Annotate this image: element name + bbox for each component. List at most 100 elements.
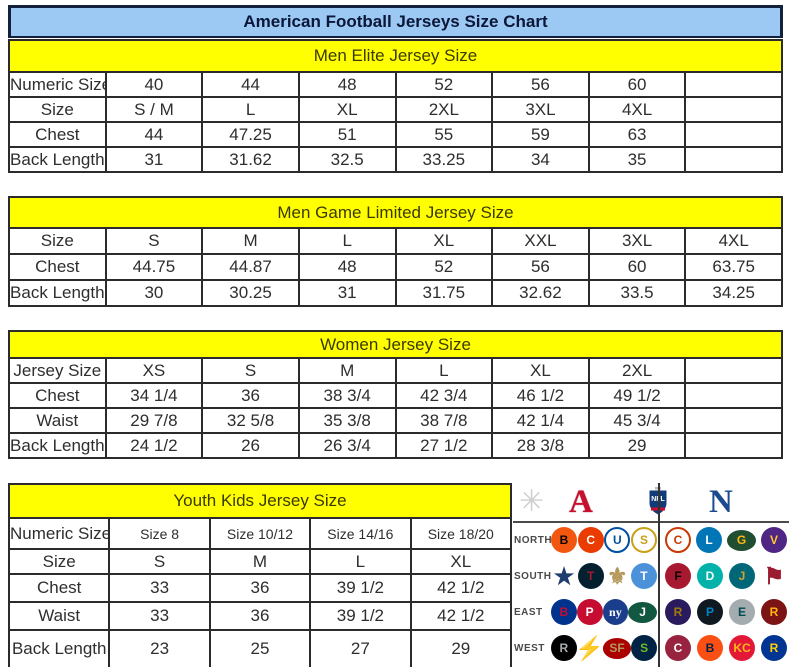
- size-cell: 49 1/2: [587, 382, 687, 409]
- size-cell: 60: [587, 253, 687, 281]
- raiders-logo-icon: R: [551, 635, 577, 661]
- saints-logo-icon: ⚜: [607, 563, 628, 589]
- size-cell: 42 1/4: [491, 407, 590, 434]
- vikings-logo-icon: V: [761, 527, 787, 553]
- row-label: Back Length: [8, 279, 107, 307]
- size-cell: 40: [104, 71, 204, 98]
- texans-logo-icon: T: [577, 563, 604, 589]
- size-cell: [684, 96, 783, 123]
- size-cell: 56: [491, 253, 590, 281]
- table-section-title: Men Game Limited Jersey Size: [8, 196, 783, 229]
- size-cell: M: [201, 227, 300, 255]
- row-label: Waist: [8, 407, 107, 434]
- size-cell: 45 3/4: [587, 407, 687, 434]
- size-cell: 33.5: [587, 279, 687, 307]
- size-cell: 35 3/8: [297, 407, 397, 434]
- size-cell: Size 14/16: [309, 517, 412, 550]
- size-cell: 44: [201, 71, 300, 98]
- table-header-row: Youth Kids Jersey Size: [8, 483, 512, 519]
- size-cell: 4XL: [684, 227, 783, 255]
- size-cell: 32 5/8: [201, 407, 300, 434]
- chiefs-logo-icon: KC: [729, 635, 755, 661]
- table-row: Size S M L XL XXL 3XL 4XL: [8, 227, 783, 255]
- table-row: Chest 44 47.25 51 55 59 63: [8, 121, 783, 148]
- size-cell: 42 3/4: [394, 382, 494, 409]
- size-cell: 29: [409, 629, 513, 667]
- table-section-title: Women Jersey Size: [8, 330, 783, 359]
- row-label: Back Length: [8, 432, 107, 459]
- size-cell: 44.75: [104, 253, 204, 281]
- size-cell: 44: [104, 121, 204, 148]
- size-cell: 26: [201, 432, 300, 459]
- bengals-logo-icon: B: [551, 527, 577, 553]
- cowboys-logo-icon: ★: [553, 563, 575, 589]
- size-cell: 55: [394, 121, 494, 148]
- size-cell: L: [201, 96, 300, 123]
- size-cell: 56: [491, 71, 590, 98]
- table-row: Chest 44.75 44.87 48 52 56 60 63.75: [8, 253, 783, 281]
- size-cell: 36: [208, 573, 312, 603]
- size-cell: 46 1/2: [491, 382, 590, 409]
- size-cell: XL: [409, 548, 513, 575]
- falcons-logo-icon: F: [665, 563, 691, 589]
- row-label: Waist: [7, 601, 111, 631]
- size-cell: XS: [104, 357, 204, 384]
- size-cell: 32.62: [491, 279, 590, 307]
- row-label: Numeric Size: [7, 517, 111, 550]
- size-cell: 26 3/4: [297, 432, 397, 459]
- size-cell: 38 7/8: [394, 407, 494, 434]
- lions-logo-icon: L: [696, 527, 722, 553]
- size-cell: 47.25: [201, 121, 300, 148]
- size-cell: [684, 71, 783, 98]
- youth-kids-size-table: Youth Kids Jersey Size Numeric Size Size 8…: [7, 483, 513, 667]
- division-label: NORTH: [514, 535, 553, 546]
- bills-logo-icon: B: [551, 599, 577, 625]
- size-cell: [684, 432, 783, 459]
- 49ers-logo-icon: SF: [602, 637, 632, 659]
- women-size-table: Women Jersey Size Jersey Size XS S M L XL 2XL Ch…: [8, 330, 783, 459]
- browns-logo-icon: C: [577, 527, 604, 553]
- size-cell: [684, 407, 783, 434]
- steelers-logo-icon: S: [630, 527, 657, 553]
- colts-logo-icon: U: [604, 527, 631, 553]
- size-cell: 30.25: [201, 279, 300, 307]
- men-game-limited-size-table: Men Game Limited Jersey Size Size S M L XL XXL…: [8, 196, 783, 307]
- size-cell: 3XL: [587, 227, 687, 255]
- size-cell: 31: [104, 146, 204, 173]
- table-row: Back Length 23 25 27 29: [7, 629, 513, 667]
- size-cell: 28 3/8: [491, 432, 590, 459]
- size-cell: 52: [394, 71, 494, 98]
- table-row: Back Length 31 31.62 32.5 33.25 34 35: [8, 146, 783, 173]
- size-cell: 33: [108, 601, 211, 631]
- patriots-logo-icon: P: [576, 599, 603, 625]
- buccaneers-logo-icon: ⚑: [763, 563, 785, 589]
- size-cell: 42 1/2: [409, 573, 513, 603]
- size-cell: 34: [491, 146, 590, 173]
- cardinals-logo-icon: C: [665, 635, 691, 661]
- afc-division-teams: R ⚡ SF S: [551, 635, 657, 661]
- size-cell: 38 3/4: [297, 382, 397, 409]
- size-cell: 25: [208, 629, 312, 667]
- size-cell: 60: [587, 71, 687, 98]
- table-row: Size S / M L XL 2XL 3XL 4XL: [8, 96, 783, 123]
- row-label: Chest: [7, 573, 111, 603]
- size-cell: 23: [108, 629, 211, 667]
- size-cell: 48: [297, 253, 397, 281]
- table-section-title: Men Elite Jersey Size: [8, 39, 783, 73]
- size-cell: 29: [587, 432, 687, 459]
- eagles-logo-icon: E: [729, 599, 755, 625]
- table-header-row: Men Elite Jersey Size: [8, 39, 783, 73]
- size-cell: 3XL: [491, 96, 590, 123]
- size-cell: 34.25: [684, 279, 783, 307]
- table-row: Numeric Size 40 44 48 52 56 60: [8, 71, 783, 98]
- afc-division-teams: ★ T ⚜ T: [551, 563, 657, 589]
- size-cell: 51: [297, 121, 397, 148]
- size-cell: M: [297, 357, 397, 384]
- size-cell: 48: [297, 71, 397, 98]
- row-label: Size: [8, 227, 107, 255]
